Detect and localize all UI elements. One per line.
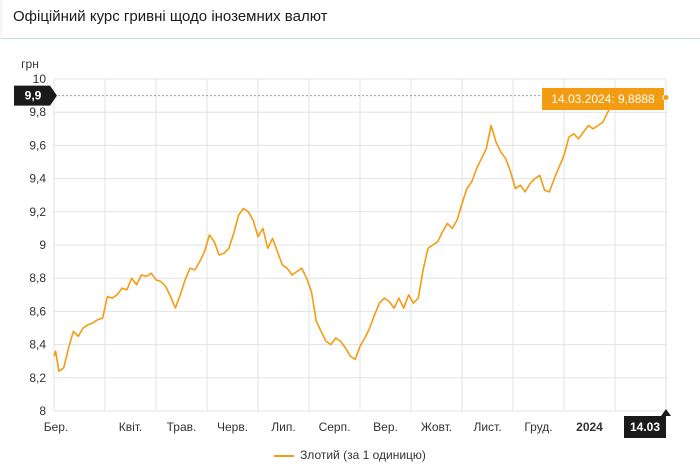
y-tick-label: 9,4 bbox=[29, 172, 46, 186]
x-tick-label: Черв. bbox=[217, 420, 248, 434]
highlight-point[interactable] bbox=[662, 93, 670, 101]
highlight-tooltip-text: 14.03.2024: 9,8888 bbox=[551, 92, 655, 106]
y-tick-label: 8,6 bbox=[29, 304, 46, 318]
y-axis-ticks: 10 9,8 9,6 9,4 9,2 9 8,8 8,6 8,4 8,2 8 bbox=[29, 72, 46, 418]
highlight-tooltip: 14.03.2024: 9,8888 bbox=[542, 88, 664, 110]
x-tick-label: Вер. bbox=[373, 420, 398, 434]
x-tick-label: Лист. bbox=[473, 420, 501, 434]
x-tick-label: Серп. bbox=[319, 420, 351, 434]
y-tick-label: 9,8 bbox=[29, 105, 46, 119]
y-tick-label: 8,8 bbox=[29, 271, 46, 285]
x-tick-label: Трав. bbox=[167, 420, 197, 434]
x-tick-label: Жовт. bbox=[421, 420, 452, 434]
y-tick-label: 9,6 bbox=[29, 138, 46, 152]
legend-label-zloty: Злотий (за 1 одиницю) bbox=[300, 448, 426, 462]
x-tick-label: Груд. bbox=[524, 420, 552, 434]
highlight-x-date-flag: 14.03 bbox=[624, 409, 671, 438]
highlight-y-value-flag: 9,9 bbox=[14, 85, 57, 106]
x-tick-label: 2024 bbox=[576, 420, 603, 434]
highlight-x-date: 14.03 bbox=[630, 420, 660, 434]
legend-swatch-zloty bbox=[274, 454, 295, 457]
header-bar: Офіційний курс гривні щодо іноземних вал… bbox=[0, 0, 700, 39]
y-axis-label: грн bbox=[21, 57, 39, 71]
y-tick-label: 8,2 bbox=[29, 371, 46, 385]
x-axis-ticks: Бер. Квіт. Трав. Черв. Лип. Серп. Вер. Жовт. Лис… bbox=[44, 420, 653, 434]
highlight-y-value: 9,9 bbox=[25, 89, 42, 103]
x-tick-label: Лип. bbox=[271, 420, 295, 434]
y-tick-label: 8,4 bbox=[29, 338, 46, 352]
y-tick-label: 8 bbox=[39, 404, 46, 418]
chart-grid bbox=[53, 78, 667, 412]
y-tick-label: 9 bbox=[39, 238, 46, 252]
exchange-rate-chart[interactable]: грн 10 9,8 9,6 9,4 9,2 9 8,8 8,6 8,4 8,2 8 Бер. Кві… bbox=[0, 0, 700, 445]
x-tick-label: Бер. bbox=[44, 420, 69, 434]
y-tick-label: 10 bbox=[33, 72, 47, 86]
page-title: Офіційний курс гривні щодо іноземних вал… bbox=[13, 8, 328, 25]
chart-legend[interactable]: Злотий (за 1 одиницю) bbox=[0, 448, 700, 462]
series-line-zloty[interactable] bbox=[53, 94, 666, 372]
x-tick-label: Квіт. bbox=[119, 420, 143, 434]
y-tick-label: 9,2 bbox=[29, 205, 46, 219]
